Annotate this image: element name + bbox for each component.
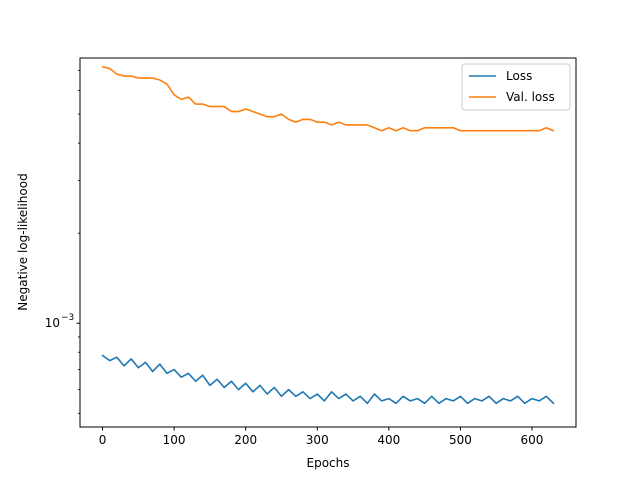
x-tick-label: 0 <box>99 433 107 447</box>
axes-frame <box>79 57 577 428</box>
series-line-1 <box>101 354 555 405</box>
y-tick-label-exponent: −3 <box>61 313 74 323</box>
x-tick-label: 100 <box>163 433 186 447</box>
x-tick-label: 300 <box>306 433 329 447</box>
legend-label: Val. loss <box>506 90 555 104</box>
x-tick-label: 200 <box>234 433 257 447</box>
plot-area <box>101 65 555 405</box>
axes: 0 100 200 300 400 500 600 10 −3 <box>45 57 577 447</box>
y-tick-label: 10 <box>45 316 60 330</box>
legend-label: Loss <box>506 69 532 83</box>
series-line-2 <box>101 65 555 132</box>
y-axis-label: Negative log-likelihood <box>16 173 30 310</box>
x-tick-label: 600 <box>521 433 544 447</box>
legend: Loss Val. loss <box>461 63 571 111</box>
x-tick-label: 400 <box>377 433 400 447</box>
x-tick-label: 500 <box>449 433 472 447</box>
x-axis-label: Epochs <box>307 456 350 470</box>
